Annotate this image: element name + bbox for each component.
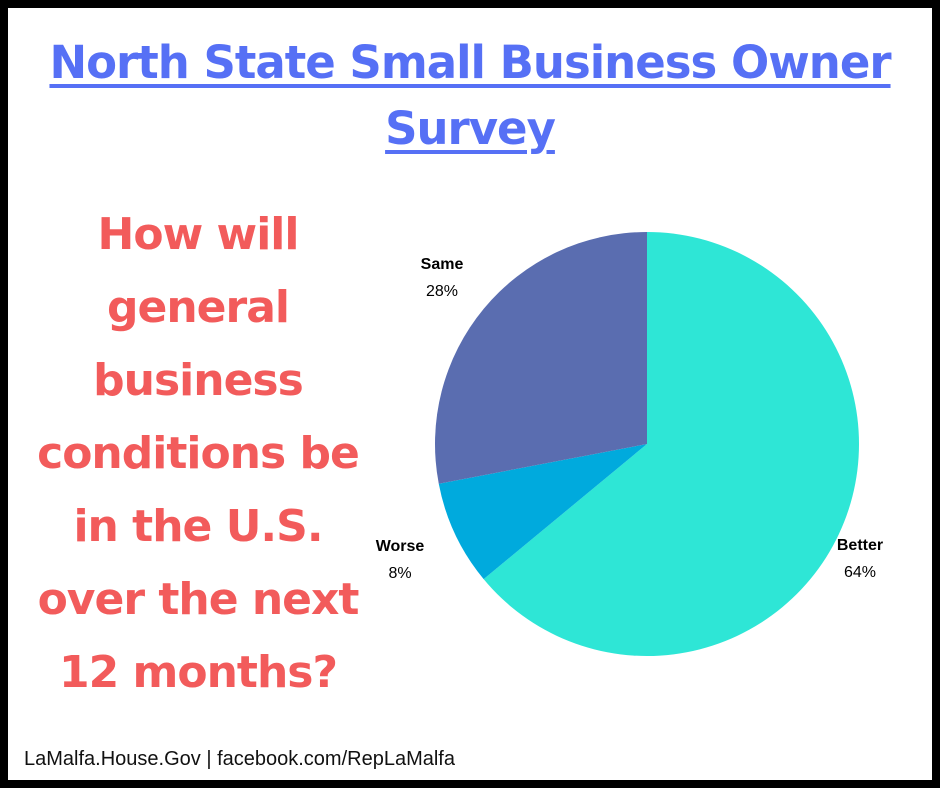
survey-question: How will general business conditions be … (37, 209, 360, 698)
pie-slice-better (483, 232, 859, 657)
slice-value-worse: 8% (388, 565, 411, 582)
pie-labels: Better 64% Worse 8% Same 28% (376, 256, 883, 582)
slice-value-same: 28% (426, 283, 458, 300)
slice-label-same: Same (421, 256, 464, 273)
poster-frame: North State Small Business Owner Survey … (8, 8, 932, 780)
slice-label-worse: Worse (376, 538, 425, 555)
pie-slices (435, 232, 859, 657)
slice-value-better: 64% (844, 564, 876, 581)
slice-label-better: Better (837, 537, 883, 554)
poster-title: North State Small Business Owner Survey (49, 36, 891, 155)
pie-slice-same (435, 232, 647, 484)
pie-slice-worse (438, 444, 647, 580)
footer-links: LaMalfa.House.Gov | facebook.com/RepLaMa… (24, 748, 455, 770)
pie-chart: Better 64% Worse 8% Same 28% (376, 232, 883, 657)
